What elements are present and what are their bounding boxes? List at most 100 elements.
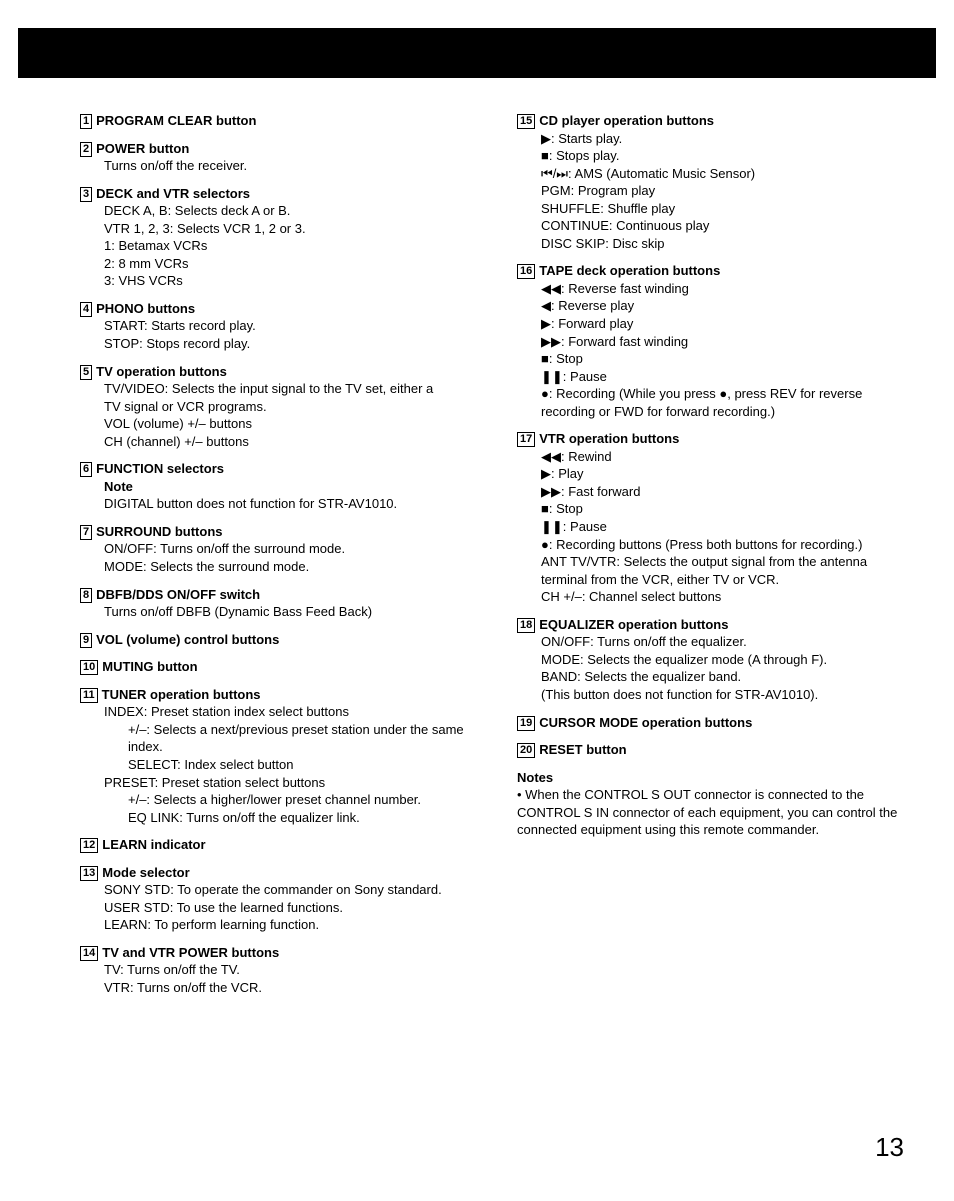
entry-number: 11 xyxy=(80,688,98,703)
entry: 5TV operation buttonsTV/VIDEO: Selects t… xyxy=(80,363,477,451)
entry-heading: 13 Mode selector xyxy=(80,864,477,882)
note-subheading: Note xyxy=(104,478,477,496)
entry-line: STOP: Stops record play. xyxy=(104,335,477,353)
entry-line: BAND: Selects the equalizer band. xyxy=(541,668,914,686)
entry-title: DBFB/DDS ON/OFF switch xyxy=(96,587,260,602)
entry-line: ▶: Starts play. xyxy=(541,130,914,148)
entry-text: : Recording buttons (Press both buttons … xyxy=(549,537,863,552)
entry-number: 16 xyxy=(517,264,535,279)
transport-icon: ❚❚ xyxy=(541,519,563,534)
entry-line: ■: Stop xyxy=(541,350,914,368)
entry-text: : Recording (While you press ●, press RE… xyxy=(549,386,862,401)
entry-line: DISC SKIP: Disc skip xyxy=(541,235,914,253)
entry-title: Mode selector xyxy=(102,865,189,880)
entry-number: 20 xyxy=(517,743,535,758)
entry-line: ●: Recording buttons (Press both buttons… xyxy=(541,536,914,554)
entry-number: 3 xyxy=(80,187,92,202)
entry-text: : Stops play. xyxy=(549,148,620,163)
entry-heading: 10MUTING button xyxy=(80,658,477,676)
entry-line: Turns on/off DBFB (Dynamic Bass Feed Bac… xyxy=(104,603,477,621)
entry-heading: 5TV operation buttons xyxy=(80,363,477,381)
entry-line: ▶▶: Fast forward xyxy=(541,483,914,501)
entry: 7SURROUND buttonsON/OFF: Turns on/off th… xyxy=(80,523,477,576)
transport-icon: ❚❚ xyxy=(541,369,563,384)
entry-number: 6 xyxy=(80,462,92,477)
entry-heading: 2POWER button xyxy=(80,140,477,158)
entry-number: 4 xyxy=(80,302,92,317)
entry-line: MODE: Selects the equalizer mode (A thro… xyxy=(541,651,914,669)
entry-line: ▶▶: Forward fast winding xyxy=(541,333,914,351)
entry-subline: terminal from the VCR, either TV or VCR. xyxy=(541,571,914,589)
entry-title: POWER button xyxy=(96,141,189,156)
transport-icon: ● xyxy=(541,386,549,401)
entry-text: : Reverse play xyxy=(551,298,634,313)
entry-line: CONTINUE: Continuous play xyxy=(541,217,914,235)
entry-line: ▶: Play xyxy=(541,465,914,483)
entry-heading: 1PROGRAM CLEAR button xyxy=(80,112,477,130)
entry-line: PGM: Program play xyxy=(541,182,914,200)
transport-icon: ■ xyxy=(541,351,549,366)
entry-text: : Forward play xyxy=(551,316,633,331)
entry-subline: recording or FWD for forward recording.) xyxy=(541,403,914,421)
transport-icon: ◀◀ xyxy=(541,449,561,464)
entry-text: : Reverse fast winding xyxy=(561,281,689,296)
entry-subline: 2: 8 mm VCRs xyxy=(104,255,477,273)
entry-text: : Pause xyxy=(563,519,607,534)
entry-line: ▶: Forward play xyxy=(541,315,914,333)
entry-heading: 17 VTR operation buttons xyxy=(517,430,914,448)
entry-heading: 16TAPE deck operation buttons xyxy=(517,262,914,280)
entry-line: LEARN: To perform learning function. xyxy=(104,916,477,934)
entry-line: Turns on/off the receiver. xyxy=(104,157,477,175)
entry: 18 EQUALIZER operation buttonsON/OFF: Tur… xyxy=(517,616,914,704)
entry: 10MUTING button xyxy=(80,658,477,676)
entry-title: CURSOR MODE operation buttons xyxy=(539,715,752,730)
entry-text: : Stop xyxy=(549,501,583,516)
entry-line: ON/OFF: Turns on/off the equalizer. xyxy=(541,633,914,651)
entry: 8 DBFB/DDS ON/OFF switchTurns on/off DBFB… xyxy=(80,586,477,621)
entry-line: DECK A, B: Selects deck A or B. xyxy=(104,202,477,220)
entry-line: MODE: Selects the surround mode. xyxy=(104,558,477,576)
entry-line: SHUFFLE: Shuffle play xyxy=(541,200,914,218)
entry-heading: 12LEARN indicator xyxy=(80,836,477,854)
entry: 12LEARN indicator xyxy=(80,836,477,854)
transport-icon: ◀ xyxy=(541,298,551,313)
entry-number: 19 xyxy=(517,716,535,731)
entry-number: 5 xyxy=(80,365,92,380)
transport-icon: ▶ xyxy=(541,466,551,481)
entry: 9VOL (volume) control buttons xyxy=(80,631,477,649)
entry-line: PRESET: Preset station select buttons xyxy=(104,774,477,792)
entry-title: EQUALIZER operation buttons xyxy=(539,617,728,632)
entry-number: 15 xyxy=(517,114,535,129)
entry-heading: 14TV and VTR POWER buttons xyxy=(80,944,477,962)
entry-number: 17 xyxy=(517,432,535,447)
entry-line: VTR: Turns on/off the VCR. xyxy=(104,979,477,997)
entry-line: ■: Stop xyxy=(541,500,914,518)
transport-icon: ▶▶ xyxy=(541,334,561,349)
entry-line: ●: Recording (While you press ●, press R… xyxy=(541,385,914,403)
entry-title: VTR operation buttons xyxy=(539,431,679,446)
notes-text: • When the CONTROL S OUT connector is co… xyxy=(517,786,914,839)
entry-title: PROGRAM CLEAR button xyxy=(96,113,256,128)
entry-number: 18 xyxy=(517,618,535,633)
entry-line: SONY STD: To operate the commander on So… xyxy=(104,881,477,899)
entry-line: ■: Stops play. xyxy=(541,147,914,165)
entry-text: : Fast forward xyxy=(561,484,640,499)
transport-icon: ■ xyxy=(541,501,549,516)
entry-line: ◀◀: Reverse fast winding xyxy=(541,280,914,298)
entry-title: PHONO buttons xyxy=(96,301,195,316)
entry-text: : Starts play. xyxy=(551,131,622,146)
entry-line: USER STD: To use the learned functions. xyxy=(104,899,477,917)
entry-line: VOL (volume) +/– buttons xyxy=(104,415,477,433)
entry-number: 13 xyxy=(80,866,98,881)
entry-heading: 6FUNCTION selectors xyxy=(80,460,477,478)
entry-text: : Forward fast winding xyxy=(561,334,688,349)
entry-text: : Play xyxy=(551,466,584,481)
entry: 6FUNCTION selectorsNoteDIGITAL button do… xyxy=(80,460,477,513)
entry-heading: 4 PHONO buttons xyxy=(80,300,477,318)
entry-number: 8 xyxy=(80,588,92,603)
entry: 1PROGRAM CLEAR button xyxy=(80,112,477,130)
entry-line: DIGITAL button does not function for STR… xyxy=(104,495,477,513)
transport-icon: ◀◀ xyxy=(541,281,561,296)
entry: 16TAPE deck operation buttons◀◀: Reverse… xyxy=(517,262,914,420)
transport-icon: ▶ xyxy=(541,316,551,331)
